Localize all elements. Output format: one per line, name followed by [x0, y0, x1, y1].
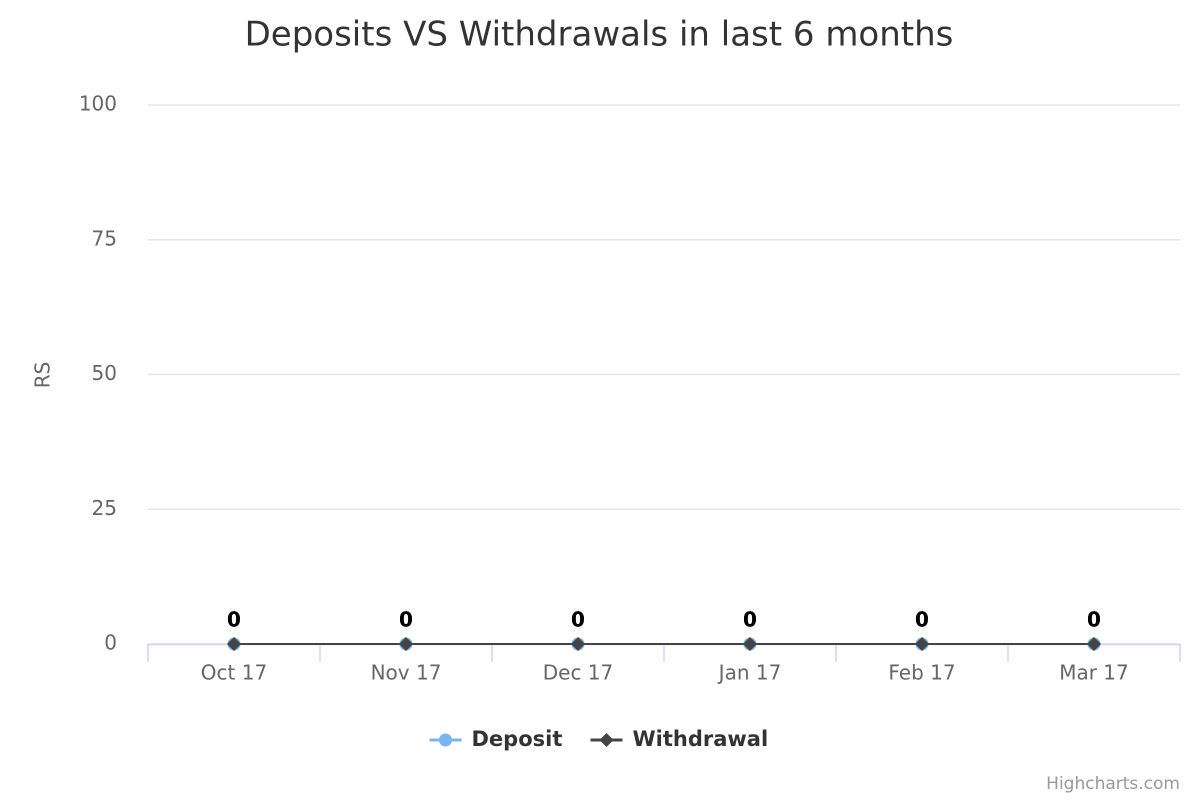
- x-tick-label: Mar 17: [1059, 661, 1129, 685]
- data-point: [399, 637, 413, 651]
- x-tick-label: Oct 17: [201, 661, 267, 685]
- chart-title: Deposits VS Withdrawals in last 6 months: [245, 15, 954, 55]
- legend-label: Deposit: [472, 727, 563, 751]
- x-tick-label: Nov 17: [371, 661, 442, 685]
- credits[interactable]: Highcharts.com: [1046, 774, 1180, 794]
- data-label: 0: [571, 608, 585, 632]
- data-label: 0: [227, 608, 241, 632]
- y-tick-label: 0: [104, 631, 117, 655]
- data-point: [571, 637, 585, 651]
- y-tick-label: 75: [92, 226, 117, 250]
- y-tick-label: 100: [79, 92, 117, 116]
- data-label: 0: [1087, 608, 1101, 632]
- data-label: 0: [743, 608, 757, 632]
- data-point: [1087, 637, 1101, 651]
- legend-label: Withdrawal: [633, 727, 769, 751]
- data-point: [227, 637, 241, 651]
- x-tick-label: Jan 17: [717, 661, 782, 685]
- legend-symbol: [599, 733, 614, 747]
- x-tick-label: Dec 17: [543, 661, 614, 685]
- data-label: 0: [227, 608, 241, 632]
- data-label: 0: [1087, 608, 1101, 632]
- x-tick-label: Feb 17: [888, 661, 955, 685]
- data-label: 0: [743, 608, 757, 632]
- data-label: 0: [571, 608, 585, 632]
- legend-symbol: [439, 733, 452, 747]
- y-tick-label: 50: [92, 361, 117, 385]
- data-label: 0: [399, 608, 413, 632]
- data-label: 0: [915, 608, 929, 632]
- legend-item[interactable]: Withdrawal: [590, 727, 769, 751]
- y-axis-title: RS: [31, 362, 55, 389]
- y-tick-label: 25: [92, 496, 117, 520]
- data-point: [743, 637, 757, 651]
- data-label: 0: [915, 608, 929, 632]
- legend-item[interactable]: Deposit: [429, 727, 563, 751]
- data-point: [915, 637, 929, 651]
- data-label: 0: [399, 608, 413, 632]
